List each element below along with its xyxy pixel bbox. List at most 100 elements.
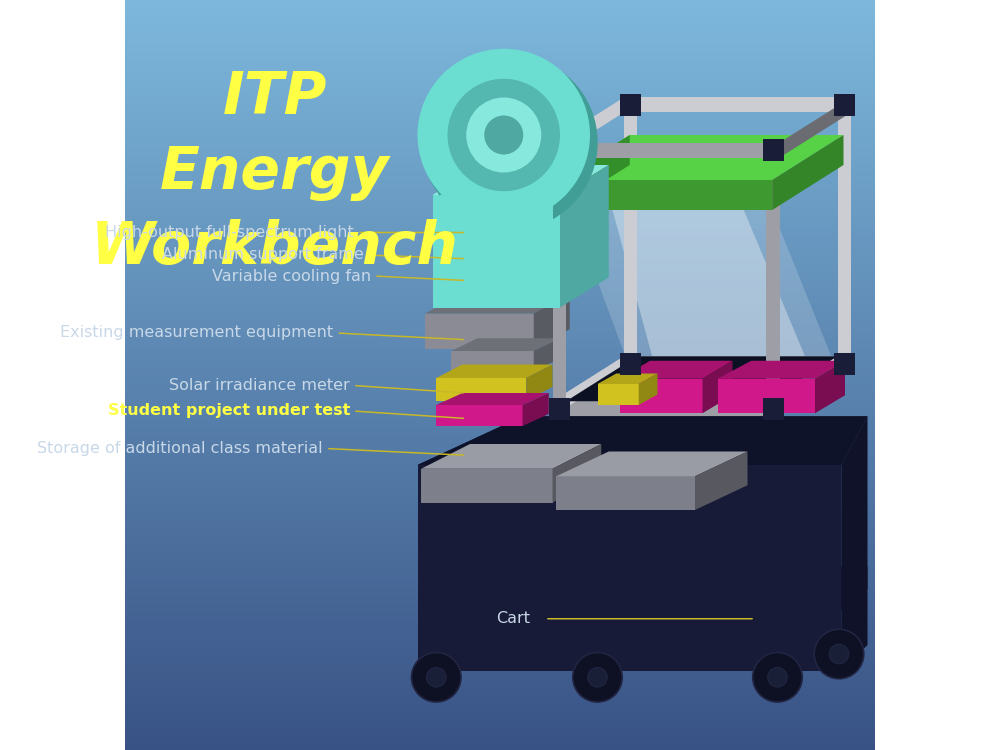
Bar (125, 450, 875, 452)
Bar (125, 656, 875, 658)
Bar (125, 598, 875, 600)
Bar (125, 165, 875, 167)
Bar (125, 411, 875, 413)
Bar (125, 630, 875, 632)
Bar (125, 579, 875, 581)
Bar (125, 531, 875, 532)
Bar (125, 488, 875, 490)
Bar (125, 646, 875, 649)
Bar (125, 669, 875, 671)
Polygon shape (639, 374, 658, 405)
Bar (125, 596, 875, 598)
Bar (125, 28, 875, 30)
Bar (125, 424, 875, 426)
Bar (125, 704, 875, 705)
Bar (125, 714, 875, 716)
Bar (125, 662, 875, 664)
Bar (125, 538, 875, 540)
Bar (125, 536, 875, 538)
Bar (125, 616, 875, 619)
Circle shape (829, 644, 849, 664)
Circle shape (466, 98, 541, 172)
Bar (125, 66, 875, 68)
Bar (125, 88, 875, 90)
Bar (125, 604, 875, 606)
Bar (125, 739, 875, 741)
Bar (125, 731, 875, 734)
Bar (125, 716, 875, 718)
Bar (125, 53, 875, 55)
Bar (125, 86, 875, 88)
Bar (125, 512, 875, 514)
Bar (125, 74, 875, 75)
Bar (125, 131, 875, 134)
Bar (125, 426, 875, 427)
Bar (125, 274, 875, 275)
Bar (125, 135, 875, 136)
Bar (125, 186, 875, 188)
Bar (125, 510, 875, 512)
Bar (125, 6, 875, 8)
Bar (125, 399, 875, 401)
Bar (125, 570, 875, 572)
Bar (125, 504, 875, 506)
Polygon shape (418, 416, 868, 465)
Bar (125, 194, 875, 195)
Bar (125, 262, 875, 265)
Bar (125, 0, 875, 2)
Bar (125, 529, 875, 531)
Bar (125, 534, 875, 536)
Bar (125, 698, 875, 699)
Polygon shape (620, 361, 732, 379)
Bar (125, 608, 875, 609)
Bar (125, 576, 875, 578)
Bar (125, 403, 875, 405)
Bar (125, 146, 875, 148)
Bar (125, 180, 875, 182)
Bar (125, 611, 875, 614)
Bar (125, 722, 875, 724)
Circle shape (588, 668, 607, 687)
Bar (125, 484, 875, 486)
Bar (125, 232, 875, 234)
Polygon shape (432, 165, 609, 195)
Bar (125, 336, 875, 338)
Polygon shape (841, 566, 868, 671)
Polygon shape (549, 398, 570, 420)
Bar (125, 17, 875, 19)
Bar (125, 77, 875, 79)
Bar (125, 128, 875, 129)
Bar (125, 709, 875, 711)
Circle shape (422, 55, 598, 230)
Bar (125, 380, 875, 382)
Bar (125, 41, 875, 43)
Polygon shape (834, 352, 855, 375)
Bar (125, 456, 875, 458)
Bar (125, 345, 875, 346)
Bar (125, 666, 875, 668)
Bar (125, 244, 875, 246)
Bar (125, 675, 875, 676)
Bar (125, 238, 875, 240)
Bar (125, 436, 875, 439)
Bar (125, 134, 875, 135)
Bar (125, 442, 875, 444)
Bar (125, 622, 875, 624)
Bar (125, 549, 875, 551)
Bar (125, 224, 875, 225)
Bar (125, 171, 875, 172)
Bar (125, 144, 875, 146)
Bar (125, 49, 875, 51)
Bar (125, 55, 875, 56)
Polygon shape (566, 356, 838, 401)
Bar (125, 744, 875, 746)
Bar (125, 100, 875, 101)
Bar (125, 351, 875, 352)
Bar (125, 394, 875, 396)
Bar (125, 609, 875, 611)
Polygon shape (763, 398, 784, 420)
Circle shape (768, 668, 787, 687)
Bar (125, 572, 875, 574)
Bar (125, 486, 875, 488)
Bar (125, 388, 875, 390)
